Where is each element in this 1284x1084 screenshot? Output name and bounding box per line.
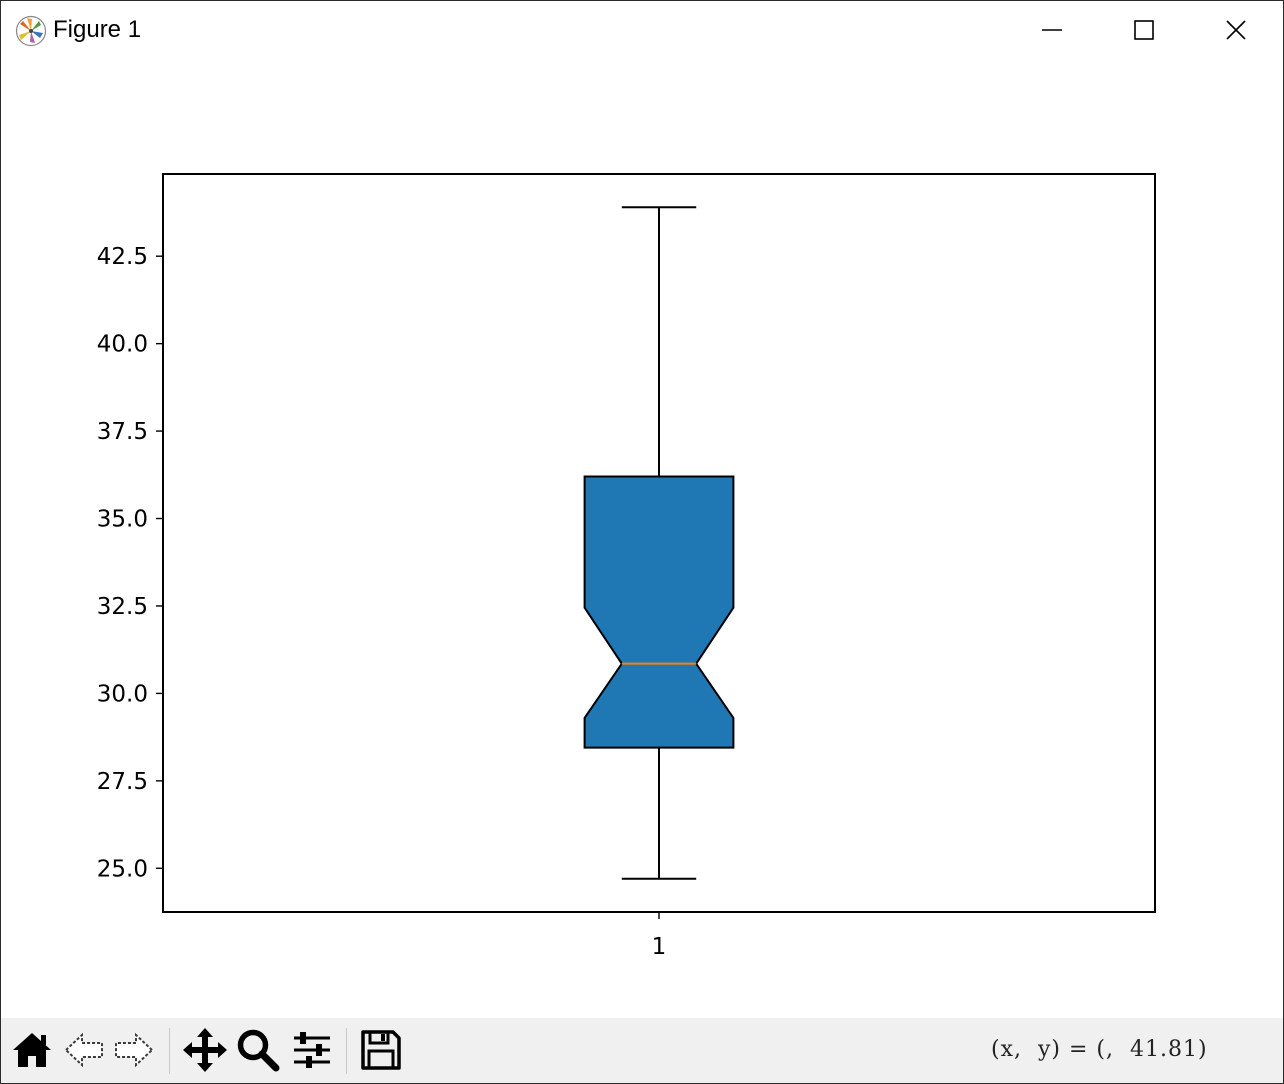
y-tick-label: 40.0 [97, 332, 148, 358]
zoom-button[interactable] [234, 1026, 282, 1074]
figure-canvas[interactable]: 25.0 27.5 30.0 32.5 35.0 37.5 40.0 42.5 1 [1, 59, 1283, 1018]
y-tick-label: 37.5 [97, 419, 148, 445]
maximize-icon [1134, 20, 1154, 40]
y-tick-label: 25.0 [97, 856, 148, 882]
close-icon [1226, 20, 1246, 40]
y-tick-label: 35.0 [97, 507, 148, 533]
y-tick-label: 42.5 [97, 244, 148, 270]
configure-subplots-button[interactable] [288, 1026, 336, 1074]
boxplot-chart[interactable]: 25.0 27.5 30.0 32.5 35.0 37.5 40.0 42.5 1 [1, 59, 1283, 1018]
home-button[interactable] [8, 1026, 56, 1074]
pan-icon [183, 1028, 227, 1072]
axes: 25.0 27.5 30.0 32.5 35.0 37.5 40.0 42.5 1 [97, 173, 1156, 960]
forward-icon [115, 1032, 154, 1068]
close-button[interactable] [1190, 1, 1282, 59]
toolbar-separator [169, 1028, 170, 1074]
pan-button[interactable] [181, 1026, 229, 1074]
zoom-icon [237, 1029, 280, 1072]
back-icon [64, 1032, 103, 1068]
minimize-icon [1042, 29, 1062, 31]
axes-frame [162, 173, 1156, 913]
y-tick-label: 32.5 [97, 594, 148, 620]
toolbar-separator [346, 1028, 347, 1074]
notched-box [583, 475, 735, 749]
title-bar[interactable]: Figure 1 [1, 1, 1283, 59]
forward-button[interactable] [110, 1026, 158, 1074]
home-icon [13, 1033, 51, 1067]
save-icon [361, 1030, 401, 1070]
x-tick-label: 1 [652, 934, 667, 960]
y-tick-label: 30.0 [97, 681, 148, 707]
window-title: Figure 1 [53, 16, 142, 43]
y-tick-label: 27.5 [97, 769, 148, 795]
configure-subplots-icon [294, 1032, 330, 1068]
coordinates-readout: (x, y) = (, 41.81) [991, 1037, 1208, 1062]
minimize-button[interactable] [1006, 1, 1098, 59]
back-button[interactable] [60, 1026, 108, 1074]
navigation-toolbar [1, 1018, 1283, 1083]
maximize-button[interactable] [1098, 1, 1190, 59]
matplotlib-logo-icon [15, 15, 47, 47]
save-button[interactable] [357, 1026, 405, 1074]
